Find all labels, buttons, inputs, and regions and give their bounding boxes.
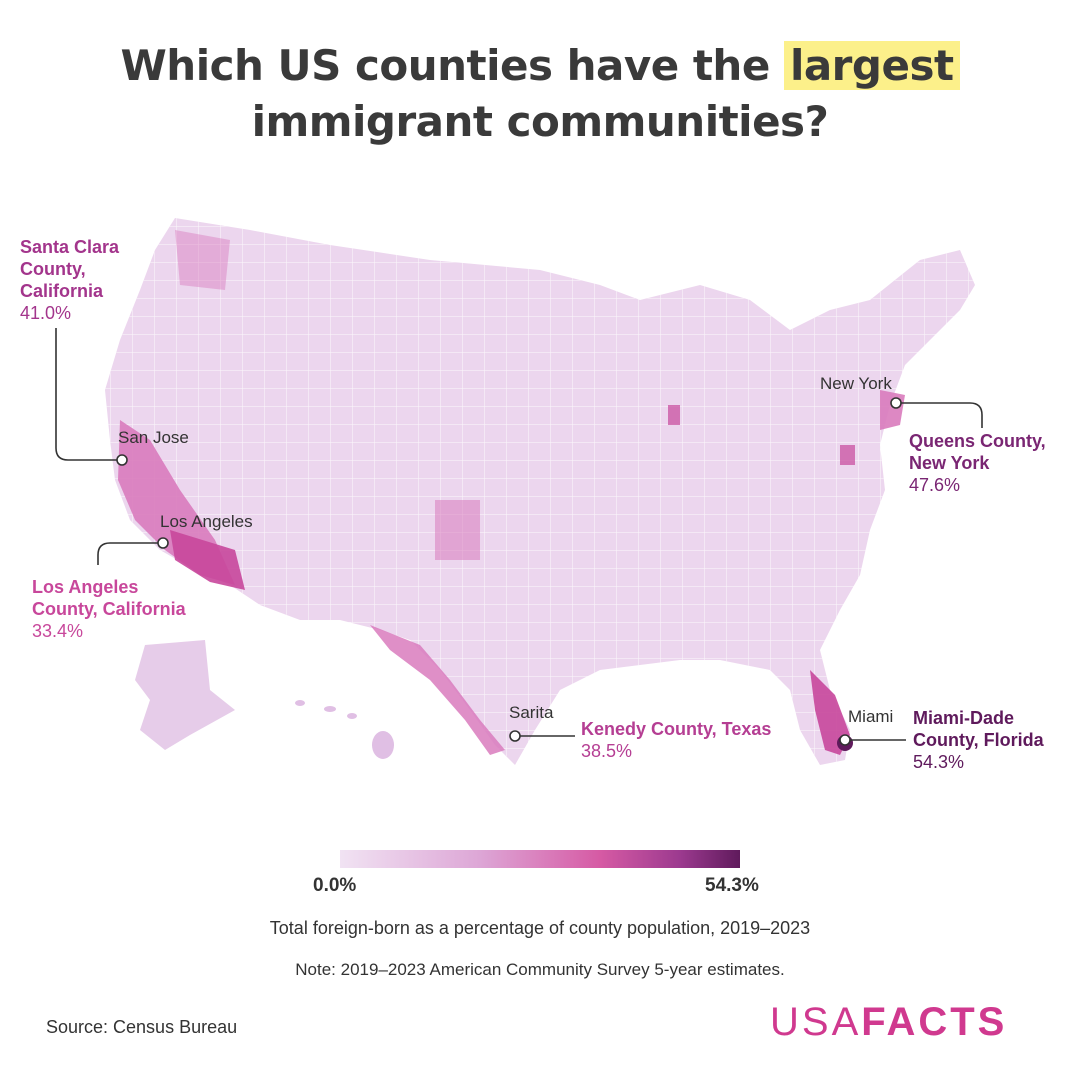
callout-santa-clara: Santa Clara County, California 41.0% xyxy=(20,237,120,323)
southern-california-region xyxy=(170,530,245,590)
city-label-sarita: Sarita xyxy=(509,703,554,722)
alaska-shape xyxy=(135,640,235,750)
legend-max-label: 54.3% xyxy=(705,875,759,896)
note-text: Note: 2019–2023 American Community Surve… xyxy=(295,960,785,979)
callout-queens: Queens County, New York 47.6% xyxy=(909,431,1046,495)
washington-dc-region xyxy=(840,445,855,465)
title-line-2: immigrant communities? xyxy=(251,97,829,146)
title-highlight: largest xyxy=(783,41,960,90)
city-label-san-jose: San Jose xyxy=(118,428,189,447)
city-label-los-angeles: Los Angeles xyxy=(160,512,253,531)
south-florida-region xyxy=(810,670,850,755)
county-grid-overlay xyxy=(105,218,975,765)
new-york-marker xyxy=(890,397,902,409)
city-label-miami: Miami xyxy=(848,707,894,726)
western-kansas-region xyxy=(435,500,480,560)
callout-miami-dade: Miami-Dade County, Florida 54.3% xyxy=(913,708,1044,772)
legend-min-label: 0.0% xyxy=(313,875,357,896)
source-text: Source: Census Bureau xyxy=(46,1017,238,1037)
title-line-1: Which US counties have the largest xyxy=(0,38,1080,94)
northeast-region xyxy=(880,390,905,430)
usafacts-logo: USAFACTS xyxy=(770,1000,1008,1044)
miami-marker xyxy=(839,734,851,746)
texas-border-region xyxy=(370,625,505,755)
city-label-new-york: New York xyxy=(820,374,892,393)
washington-state-region xyxy=(175,230,230,290)
sarita-marker xyxy=(509,730,521,742)
san-jose-marker xyxy=(116,454,128,466)
us-county-map xyxy=(55,218,983,765)
callout-kenedy: Kenedy County, Texas 38.5% xyxy=(581,719,772,761)
hawaii-shape xyxy=(295,700,394,759)
callout-los-angeles: Los Angeles County, California 33.4% xyxy=(32,577,186,641)
legend-color-bar xyxy=(340,850,740,868)
chicago-region xyxy=(668,405,680,425)
legend-caption: Total foreign-born as a percentage of co… xyxy=(269,918,811,938)
chart-title: Which US counties have the largest immig… xyxy=(0,38,1080,150)
leader-lines xyxy=(55,328,983,741)
city-markers xyxy=(116,397,902,746)
los-angeles-marker xyxy=(157,537,169,549)
